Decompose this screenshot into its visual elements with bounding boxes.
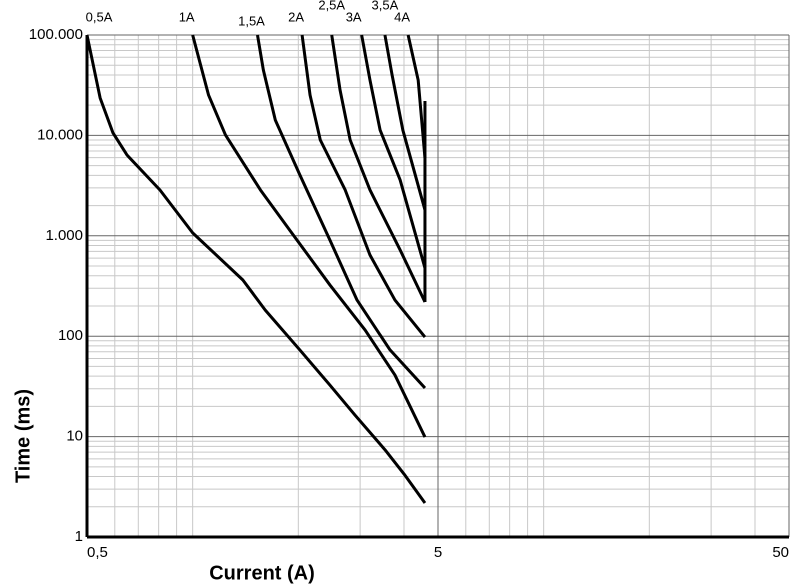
curve	[330, 34, 427, 303]
curve	[191, 34, 427, 438]
curve	[85, 34, 427, 504]
x-axis-label: Current (A)	[209, 562, 315, 584]
curve	[406, 34, 427, 159]
y-tick-label: 1.000	[45, 227, 83, 244]
y-tick-label: 10.000	[37, 126, 83, 143]
x-tick-label: 0,5	[87, 544, 108, 561]
curve-label: 0,5A	[86, 9, 113, 24]
curve-label: 4A	[394, 9, 410, 24]
curve	[360, 34, 427, 269]
y-tick-label: 1	[75, 528, 83, 545]
curve-label: 3,5A	[372, 0, 399, 12]
y-axis-label: Time (ms)	[12, 389, 34, 483]
curve	[383, 34, 427, 211]
y-tick-label: 100	[58, 327, 83, 344]
curve-label: 3A	[346, 9, 362, 24]
curve-label: 1A	[179, 9, 195, 24]
curve	[256, 34, 427, 389]
y-tick-label: 10	[66, 428, 83, 445]
curve-label: 2A	[288, 9, 304, 24]
x-tick-label: 50	[772, 544, 789, 561]
curve	[300, 34, 427, 339]
x-tick-label: 5	[434, 544, 442, 561]
curve-label: 2,5A	[318, 0, 345, 12]
y-tick-label: 100.000	[29, 26, 83, 43]
curve-label: 1,5A	[238, 13, 265, 28]
